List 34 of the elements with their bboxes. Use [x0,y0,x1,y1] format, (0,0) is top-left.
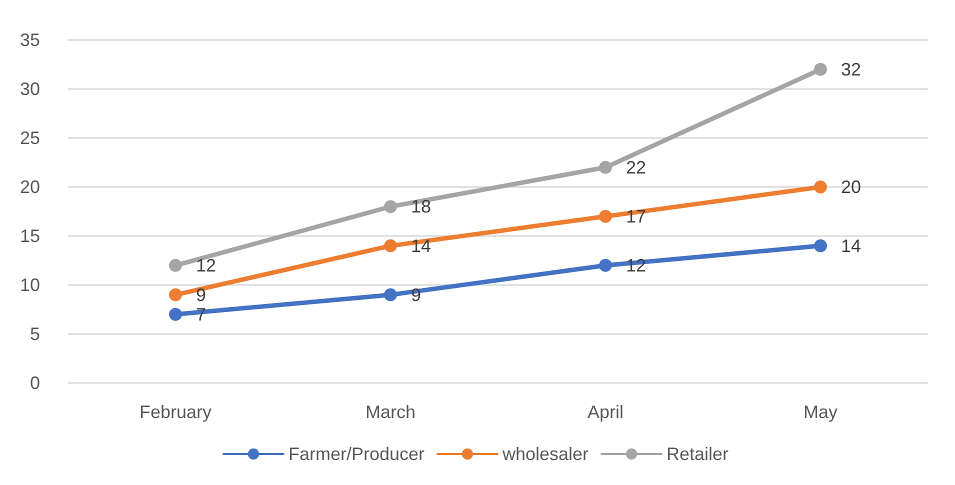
point [384,239,397,252]
x-tick-label: May [803,402,838,422]
point [599,258,612,272]
y-tick-label: 10 [20,275,40,295]
point [169,288,182,302]
point [814,62,827,76]
point [169,258,182,272]
y-tick-label: 25 [20,128,40,148]
point [384,200,397,214]
data-label: 12 [196,255,216,276]
point [814,180,827,194]
data-label: 9 [196,284,206,305]
data-label: 32 [841,59,862,80]
y-tick-label: 5 [30,324,40,344]
x-tick-label: April [587,402,624,422]
data-label: 22 [626,157,646,178]
legend-label: Farmer/Producer [288,444,424,464]
y-tick-label: 30 [20,79,40,99]
y-tick-label: 20 [20,177,40,197]
data-label: 18 [411,196,432,217]
legend-label: wholesaler [501,444,589,464]
point [814,239,827,252]
point [384,288,397,302]
point [599,210,612,223]
point [169,308,182,321]
legend-label: Retailer [666,444,729,464]
data-label: 14 [841,236,862,256]
data-label: 20 [841,177,862,197]
y-tick-label: 35 [20,30,40,50]
point [599,160,612,174]
y-tick-label: 0 [30,373,40,393]
x-tick-label: February [139,402,212,422]
y-tick-label: 15 [20,226,40,246]
x-tick-label: March [365,402,416,422]
